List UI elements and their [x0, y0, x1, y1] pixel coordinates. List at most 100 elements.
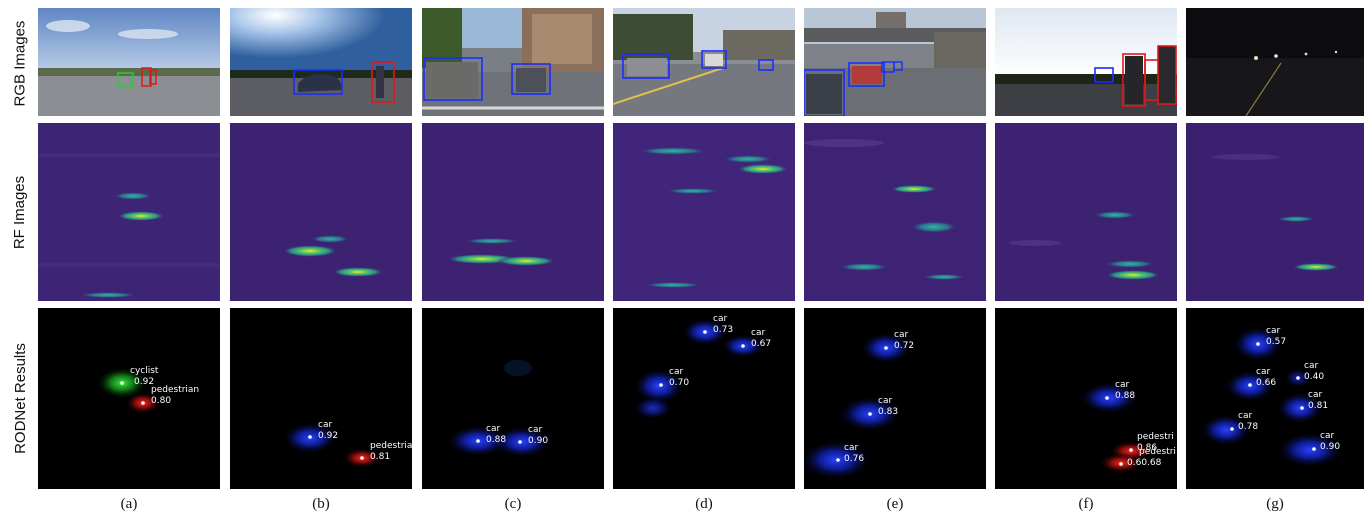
detection-point: [1248, 383, 1252, 387]
detection-score: 0.72: [894, 341, 914, 351]
rgb-image-c-svg: [422, 8, 604, 116]
rf-image-b-svg: [230, 123, 412, 301]
detection-label: car: [1115, 380, 1129, 390]
detection-label: car: [1304, 361, 1318, 371]
detection-score: 0.76: [844, 454, 864, 464]
rf-image-e: [804, 123, 986, 301]
detection-label: pedestria: [370, 441, 412, 451]
result-c-svg: car 0.88 car 0.90: [446, 360, 552, 458]
pedestrian-bounding-box: [141, 67, 152, 87]
result-a-svg: cyclist 0.92 pedestrian 0.80: [96, 366, 199, 414]
rgb-image-g-svg: [1186, 8, 1364, 116]
detection-score: 0.90: [528, 436, 548, 446]
detection-point: [836, 458, 840, 462]
result-b-svg: car 0.92 pedestria 0.81: [282, 420, 412, 468]
detection-label: pedestri: [1137, 432, 1174, 442]
detection-point: [518, 440, 522, 444]
result-panel-g: car 0.57 car 0.66 car 0.40 car 0.81 car …: [1186, 308, 1364, 489]
detection-label: car: [1320, 431, 1334, 441]
rf-image-f: [995, 123, 1177, 301]
detection-label: car: [318, 420, 332, 430]
detection-score: 0.67: [751, 339, 771, 349]
detection-point: [120, 381, 124, 385]
car-bounding-box: [622, 53, 670, 79]
detection-point: [308, 435, 312, 439]
detection-point: [868, 412, 872, 416]
row-label-results-text: RODNet Results: [11, 342, 29, 454]
car-bounding-box: [804, 69, 845, 116]
detection-point: [1256, 342, 1260, 346]
result-panel-d: car 0.73 car 0.67 car 0.70: [613, 308, 795, 489]
detection-label: car: [669, 367, 683, 377]
result-d-svg: car 0.73 car 0.67 car 0.70: [633, 314, 771, 420]
detection-label: cyclist: [130, 366, 159, 376]
detection-point: [476, 439, 480, 443]
column-caption-d: (d): [695, 496, 713, 512]
column-caption-g: (g): [1266, 496, 1284, 512]
detection-score: 0.80: [151, 396, 171, 406]
rgb-image-e-svg: [804, 8, 986, 116]
result-g-svg: car 0.57 car 0.66 car 0.40 car 0.81 car …: [1200, 326, 1344, 468]
detection-point: [1312, 447, 1316, 451]
detection-point: [1105, 396, 1109, 400]
detection-label: car: [528, 425, 542, 435]
car-heatmap-blob: [1276, 432, 1344, 468]
car-bounding-box: [423, 57, 483, 101]
detection-score: 0.86: [1137, 443, 1157, 453]
car-heatmap-blob: [1079, 382, 1139, 414]
detection-point: [1296, 376, 1300, 380]
car-heatmap-blob: [1276, 392, 1324, 424]
detection-point: [360, 456, 364, 460]
detection-label: car: [713, 314, 727, 324]
row-label-rf: RF Images: [2, 122, 38, 302]
detection-score: 0.57: [1266, 337, 1286, 347]
rgb-image-d: [613, 8, 795, 116]
detection-score: 0.92: [318, 431, 338, 441]
detection-point: [1300, 406, 1304, 410]
detection-score: 0.81: [1308, 401, 1328, 411]
detection-point: [703, 330, 707, 334]
detection-score: 0.88: [1115, 391, 1135, 401]
column-caption-f: (f): [1078, 496, 1094, 512]
car-bounding-box: [758, 59, 774, 71]
car-bounding-box: [848, 62, 885, 87]
detection-point: [1129, 448, 1133, 452]
detection-score: 0.40: [1304, 372, 1324, 382]
column-caption-b: (b): [312, 496, 330, 512]
rf-image-e-svg: [804, 123, 986, 301]
detection-point: [741, 344, 745, 348]
rgb-image-f: [995, 8, 1177, 116]
detection-label: car: [1238, 411, 1252, 421]
detection-label: car: [1308, 390, 1322, 400]
detection-score: 0.81: [370, 452, 390, 462]
detection-label: car: [486, 424, 500, 434]
result-e-svg: car 0.72 car 0.83 car 0.76: [804, 330, 914, 480]
detection-point: [1230, 427, 1234, 431]
row-label-results: RODNet Results: [2, 308, 38, 488]
result-f-svg: car 0.88 pedestri 0.86 pedestri 0.60.68: [1079, 380, 1176, 473]
detection-score: 0.66: [1256, 378, 1276, 388]
car-heatmap-blob: [1200, 414, 1252, 446]
car-bounding-box: [1094, 67, 1114, 83]
rgb-image-a: [38, 8, 220, 116]
result-panel-f: car 0.88 pedestri 0.86 pedestri 0.60.68: [995, 308, 1177, 489]
rgb-image-a-svg: [38, 8, 220, 116]
detection-score: 0.83: [878, 407, 898, 417]
result-panel-e: car 0.72 car 0.83 car 0.76: [804, 308, 986, 489]
pedestrian-bounding-box: [371, 61, 395, 103]
detection-score: 0.92: [134, 377, 154, 387]
rf-image-c-svg: [422, 123, 604, 301]
result-panel-a: cyclist 0.92 pedestrian 0.80: [38, 308, 220, 489]
detection-score: 0.88: [486, 435, 506, 445]
detection-label: pedestri: [1139, 447, 1176, 457]
car-heatmap-blob: [633, 368, 685, 404]
rf-image-f-svg: [995, 123, 1177, 301]
row-label-rgb-text: RGB Images: [11, 20, 29, 106]
detection-score: 0.90: [1320, 442, 1340, 452]
car-bounding-box: [701, 50, 727, 69]
rf-image-b: [230, 123, 412, 301]
cyclist-bounding-box: [117, 72, 134, 87]
detection-label: car: [1266, 326, 1280, 336]
detection-label: car: [751, 328, 765, 338]
rf-image-g: [1186, 123, 1364, 301]
